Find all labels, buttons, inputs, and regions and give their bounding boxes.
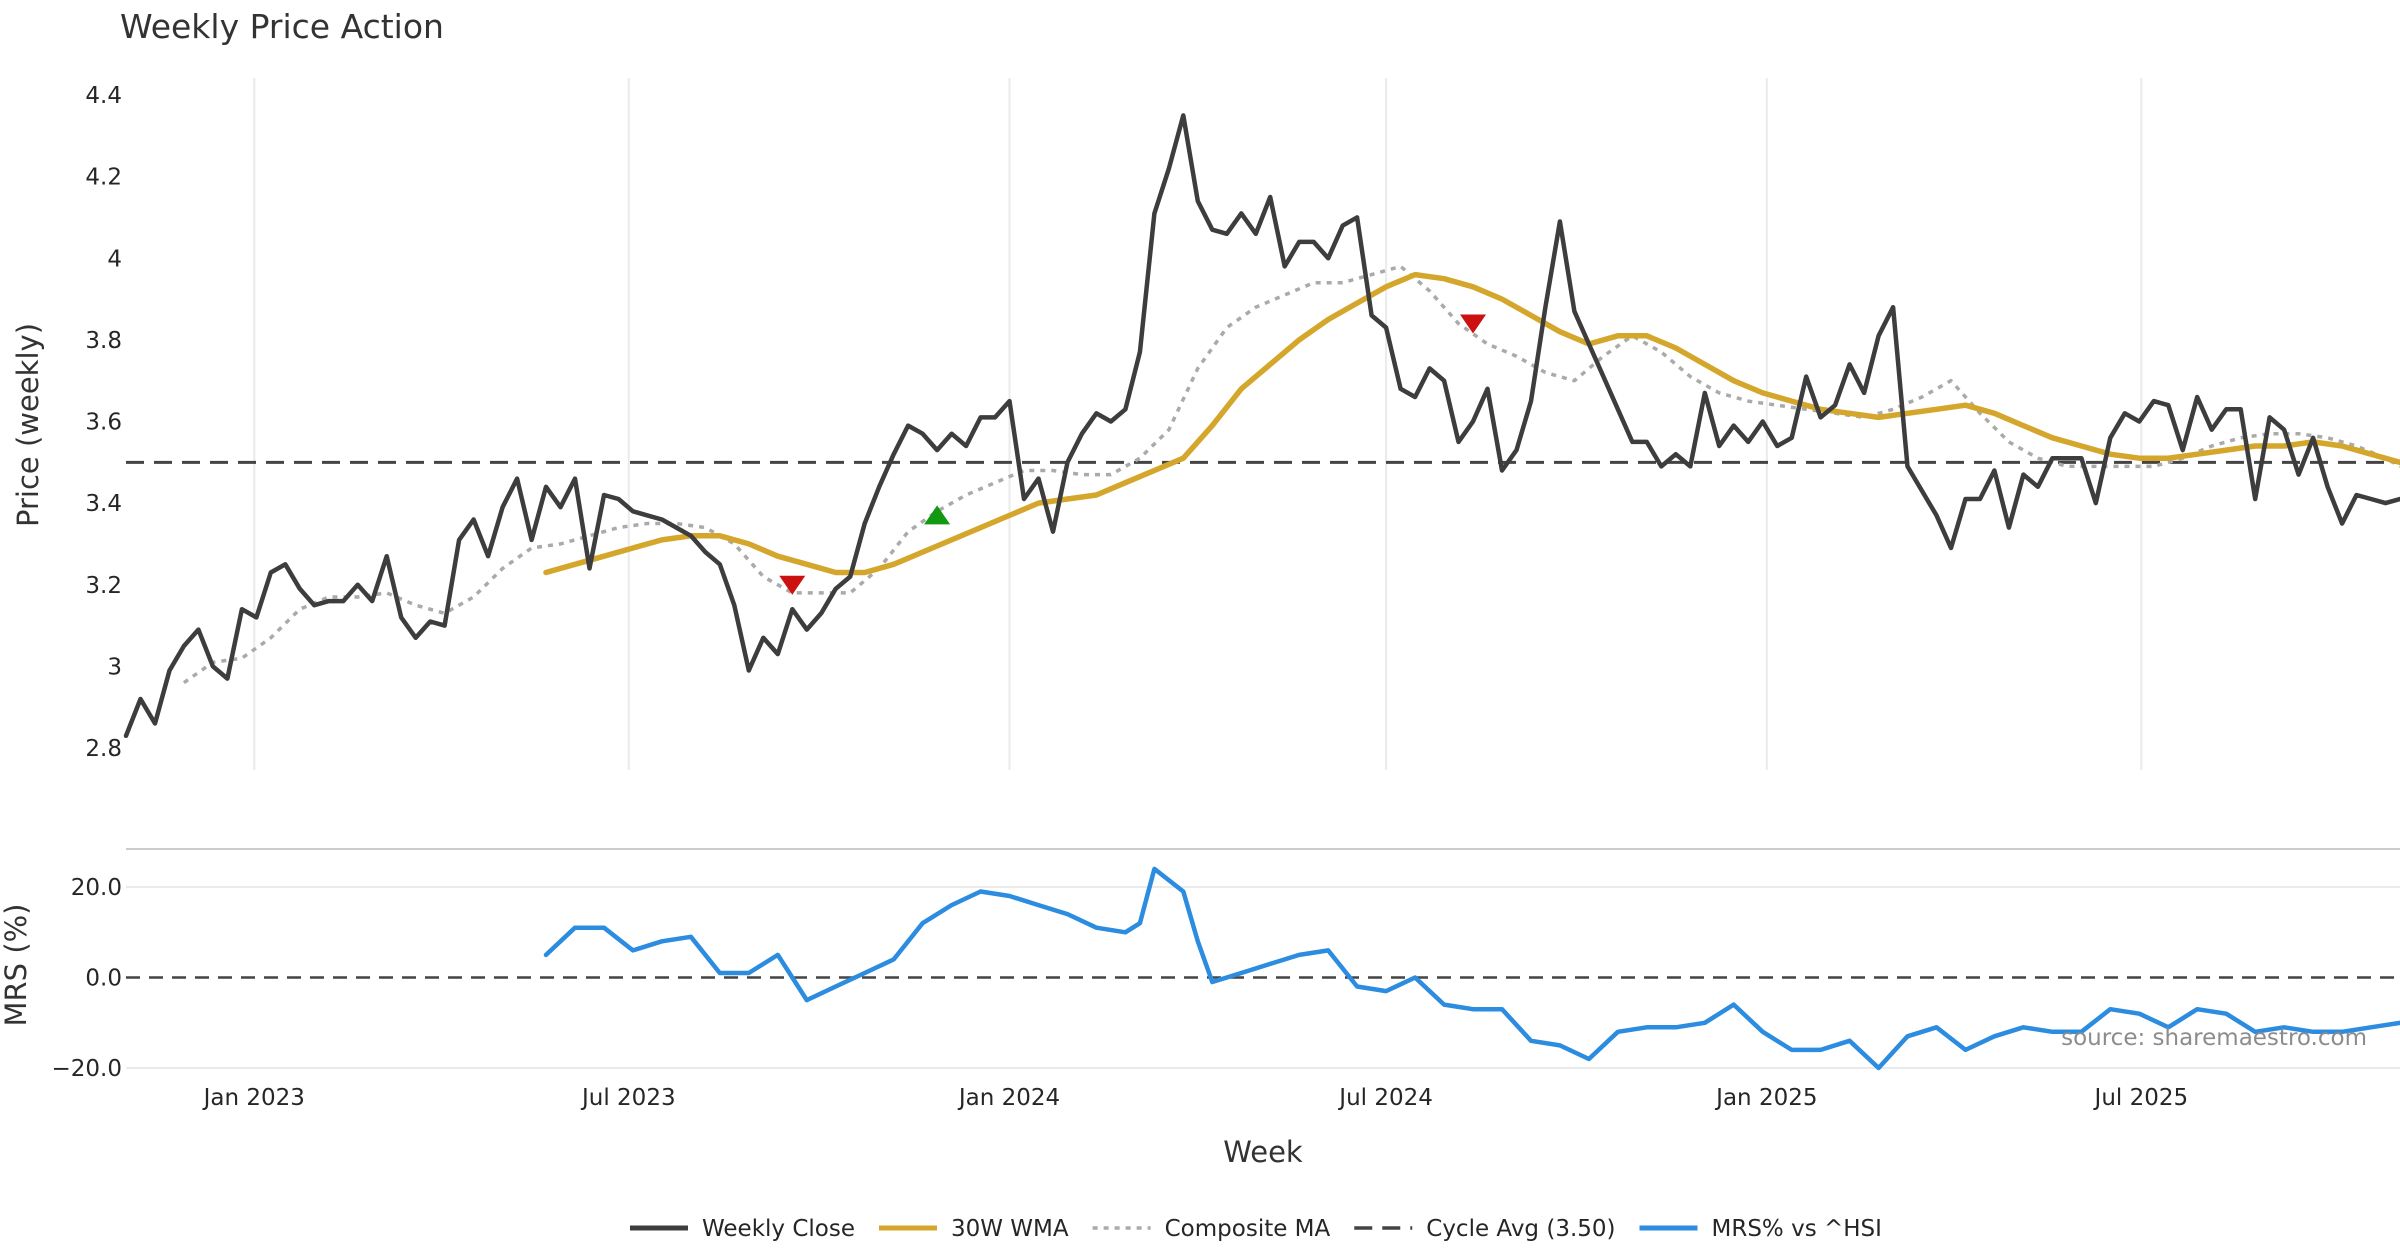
price-y-tick-label: 3.8 [85, 328, 122, 354]
signal-markers [779, 314, 1487, 595]
price-y-tick-label: 3.2 [85, 573, 122, 599]
price-y-tick-label: 4.2 [85, 165, 122, 191]
legend-label: MRS% vs ^HSI [1712, 1216, 1882, 1242]
series-line-weekly-close [123, 113, 2400, 739]
price-y-tick-label: 3 [107, 654, 122, 680]
mrs-y-tick-label: −20.0 [52, 1056, 122, 1082]
price-y-tick-label: 3.4 [85, 491, 122, 517]
mrs-panel: 20.0 0.0 −20.0 source: sharemaestro.com MR… [0, 848, 2400, 1082]
price-y-tick-label: 3.6 [85, 410, 122, 436]
x-axis-label: Week [1223, 1135, 1303, 1169]
mrs-y-ticks: 20.0 0.0 −20.0 [52, 875, 122, 1082]
legend: Weekly Close 30W WMA Composite MA Cycle Avg… [630, 1216, 1882, 1242]
series-line-composite-ma [182, 264, 2400, 685]
legend-label: 30W WMA [951, 1216, 1069, 1242]
x-tick-label: Jan 2024 [957, 1085, 1060, 1111]
x-tick-label: Jul 2025 [2093, 1085, 2189, 1111]
sell-signal-marker [779, 575, 806, 595]
x-tick-label: Jan 2025 [1714, 1085, 1817, 1111]
mrs-series [543, 866, 2400, 1071]
legend-label: Composite MA [1165, 1216, 1331, 1242]
price-series [123, 113, 2400, 739]
sell-signal-marker [1460, 314, 1487, 334]
mrs-y-axis-label: MRS (%) [0, 904, 33, 1027]
price-y-tick-label: 4.4 [85, 83, 122, 109]
mrs-y-tick-label: 0.0 [85, 966, 122, 992]
x-tick-label: Jan 2023 [202, 1085, 305, 1111]
price-y-axis-label: Price (weekly) [11, 323, 45, 527]
price-y-tick-label: 4 [107, 246, 122, 272]
price-panel: 2.8 3 3.2 3.4 3.6 3.8 4 4.2 4.4 Weekly Price Act… [11, 7, 2400, 770]
buy-signal-marker [924, 505, 951, 525]
series-line-30w-wma [543, 271, 2400, 576]
x-ticks: Jan 2023 Jul 2023 Jan 2024 Jul 2024 Jan 2025… [202, 1085, 2189, 1111]
chart-title: Weekly Price Action [120, 7, 444, 46]
mrs-grid [126, 886, 2400, 1069]
source-watermark: source: sharemaestro.com [2061, 1025, 2367, 1051]
legend-label: Weekly Close [702, 1216, 855, 1242]
mrs-y-tick-label: 20.0 [71, 875, 122, 901]
series-line-mrs [543, 866, 2400, 1071]
x-tick-label: Jul 2023 [580, 1085, 676, 1111]
x-tick-label: Jul 2024 [1337, 1085, 1433, 1111]
price-grid [253, 78, 2143, 770]
price-y-ticks: 2.8 3 3.2 3.4 3.6 3.8 4 4.2 4.4 [85, 83, 122, 762]
price-y-tick-label: 2.8 [85, 736, 122, 762]
legend-label: Cycle Avg (3.50) [1426, 1216, 1615, 1242]
